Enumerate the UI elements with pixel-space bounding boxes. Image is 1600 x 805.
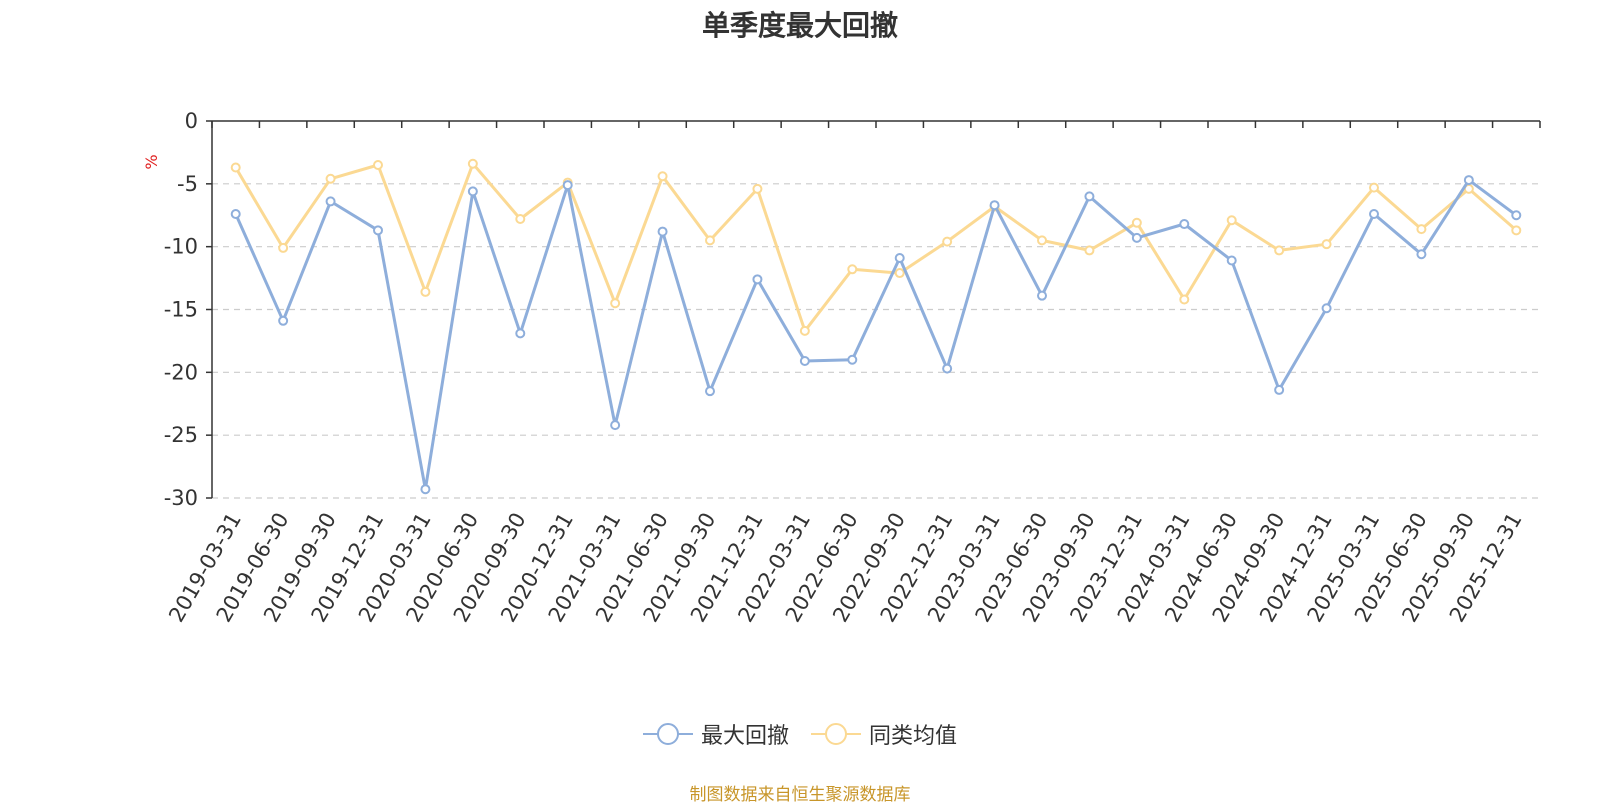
data-point-max-drawdown [1084, 191, 1095, 202]
y-tick-label: -15 [164, 298, 198, 322]
data-point-max-drawdown [373, 225, 383, 236]
chart-title: 单季度最大回撤 [701, 9, 898, 42]
y-tick-label: -5 [177, 172, 198, 196]
data-point-max-drawdown [467, 186, 478, 197]
data-point-max-drawdown [1463, 175, 1474, 186]
data-point-max-drawdown [1131, 232, 1142, 243]
y-tick-label: 0 [185, 109, 198, 133]
data-point-peer-average [1321, 239, 1332, 250]
data-point-peer-average [1274, 245, 1285, 256]
data-point-max-drawdown [894, 252, 905, 263]
data-point-max-drawdown [1226, 255, 1237, 266]
data-point-peer-average [467, 158, 478, 169]
y-axis-label: % [142, 154, 161, 169]
data-point-peer-average [373, 159, 383, 170]
data-point-max-drawdown [278, 315, 289, 326]
data-point-peer-average [847, 264, 858, 275]
data-point-peer-average [799, 325, 810, 336]
legend: 最大回撤 同类均值 [0, 718, 1600, 750]
data-point-max-drawdown [1037, 290, 1047, 301]
legend-swatch-max-drawdown [642, 723, 693, 745]
y-tick-label: -25 [164, 423, 198, 447]
legend-swatch-peer-average [811, 723, 861, 745]
data-point-peer-average [1416, 224, 1427, 235]
data-point-max-drawdown [230, 208, 241, 219]
data-point-max-drawdown [942, 363, 953, 374]
data-point-max-drawdown [562, 180, 573, 191]
data-point-max-drawdown [847, 354, 858, 365]
data-point-peer-average [420, 286, 431, 297]
data-point-peer-average [1369, 182, 1379, 193]
data-point-max-drawdown [325, 196, 336, 207]
data-point-max-drawdown [1511, 210, 1522, 221]
data-point-peer-average [1084, 245, 1095, 256]
data-point-peer-average [325, 173, 336, 184]
data-point-peer-average [230, 162, 241, 173]
legend-label-peer-average: 同类均值 [869, 724, 958, 749]
data-point-peer-average [278, 242, 289, 253]
series-line-max-drawdown [234, 178, 1518, 491]
data-point-max-drawdown [1274, 384, 1285, 395]
data-point-peer-average [610, 298, 621, 309]
data-point-max-drawdown [515, 328, 526, 339]
data-point-peer-average [894, 268, 905, 279]
legend-label-max-drawdown: 最大回撤 [700, 724, 789, 749]
data-point-peer-average [1179, 294, 1190, 305]
data-point-max-drawdown [1321, 303, 1332, 314]
data-point-peer-average [942, 236, 953, 247]
y-tick-label: -10 [164, 235, 198, 259]
data-point-max-drawdown [1416, 249, 1427, 260]
source-note: 制图数据来自恒生聚源数据库 [689, 785, 911, 805]
data-point-max-drawdown [705, 386, 715, 397]
data-point-peer-average [705, 235, 715, 246]
grid-lines [212, 183, 1540, 499]
series-layer [230, 158, 1522, 495]
data-point-peer-average [515, 214, 526, 225]
data-point-peer-average [752, 183, 763, 194]
data-point-peer-average [657, 171, 668, 182]
axes: 0-5-10-15-20-25-30%2019-03-312019-06-302… [142, 109, 1541, 626]
legend-item-max-drawdown[interactable]: 最大回撤 [642, 718, 789, 750]
data-point-peer-average [1511, 225, 1522, 236]
data-point-max-drawdown [657, 226, 668, 237]
data-point-max-drawdown [989, 200, 1000, 211]
data-point-max-drawdown [420, 484, 431, 495]
data-point-max-drawdown [752, 274, 763, 285]
legend-item-peer-average[interactable]: 同类均值 [811, 718, 957, 750]
y-tick-label: -30 [164, 486, 198, 510]
data-point-max-drawdown [799, 356, 810, 367]
data-point-max-drawdown [610, 420, 621, 431]
data-point-peer-average [1226, 215, 1237, 226]
data-point-peer-average [1131, 217, 1142, 228]
data-point-max-drawdown [1369, 208, 1379, 219]
data-point-peer-average [1037, 235, 1047, 246]
series-line-peer-average [234, 162, 1518, 333]
data-point-max-drawdown [1179, 219, 1190, 230]
y-tick-label: -20 [164, 360, 198, 384]
